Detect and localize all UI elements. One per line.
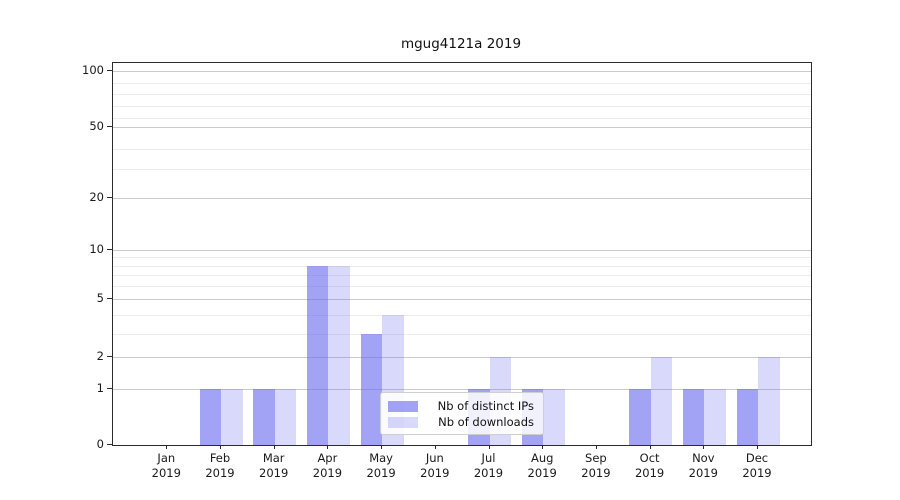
- x-tick-label-Feb: Feb 2019: [205, 451, 235, 480]
- gridline-9: [113, 257, 811, 258]
- x-tick-label-Aug: Aug 2019: [527, 451, 557, 480]
- bar-distinct-ips-May: [360, 334, 383, 445]
- gridline-3: [113, 334, 811, 335]
- x-tick-mark-Jan: [166, 445, 168, 449]
- legend-swatch-downloads: [388, 416, 418, 428]
- bar-distinct-ips-Dec: [736, 389, 758, 445]
- bar-downloads-Feb: [221, 389, 243, 445]
- x-tick-label-Sep: Sep 2019: [581, 451, 611, 480]
- legend: Nb of distinct IPs Nb of downloads: [380, 392, 544, 435]
- gridline-60: [113, 118, 811, 119]
- gridline-1: [113, 389, 811, 390]
- gridline-6: [113, 286, 811, 287]
- bar-distinct-ips-Oct: [629, 389, 651, 445]
- x-tick-label-Mar: Mar 2019: [259, 451, 289, 480]
- legend-label-downloads: Nb of downloads: [438, 415, 534, 429]
- y-tick-label-50: 50: [89, 119, 104, 133]
- x-tick-label-Jan: Jan 2019: [151, 451, 181, 480]
- plot-area: [112, 62, 812, 446]
- legend-swatch-distinct-ips: [388, 400, 418, 412]
- gridline-10: [113, 250, 811, 251]
- x-tick-mark-Feb: [220, 445, 221, 449]
- x-tick-mark-May: [381, 445, 383, 449]
- bar-distinct-ips-Mar: [253, 389, 275, 445]
- y-tick-label-2: 2: [96, 349, 104, 363]
- gridline-7: [113, 275, 811, 276]
- x-tick-mark-Jul: [488, 445, 490, 449]
- y-tick-label-100: 100: [82, 63, 104, 77]
- x-tick-mark-Sep: [595, 445, 597, 449]
- gridline-30: [113, 169, 811, 170]
- legend-row-downloads: Nb of downloads: [388, 415, 534, 429]
- legend-label-distinct-ips: Nb of distinct IPs: [437, 399, 534, 413]
- x-tick-label-Apr: Apr 2019: [312, 451, 343, 480]
- y-tick-mark-100: [107, 70, 112, 71]
- x-tick-label-Dec: Dec 2019: [742, 451, 772, 480]
- legend-row-distinct-ips: Nb of distinct IPs: [388, 399, 534, 413]
- x-tick-mark-Dec: [757, 445, 758, 449]
- gridline-100: [113, 71, 811, 72]
- y-tick-label-20: 20: [89, 190, 104, 204]
- y-tick-mark-0: [107, 443, 112, 445]
- gridline-50: [113, 127, 811, 128]
- bar-downloads-Apr: [328, 265, 350, 445]
- gridline-4: [113, 315, 811, 316]
- gridline-40: [113, 149, 811, 150]
- y-tick-label-5: 5: [96, 291, 104, 305]
- gridline-90: [113, 83, 811, 84]
- gridline-2: [113, 357, 811, 358]
- y-tick-mark-5: [107, 298, 112, 299]
- gridline-8: [113, 265, 811, 267]
- x-tick-mark-Nov: [703, 445, 705, 449]
- y-tick-label-10: 10: [89, 242, 104, 256]
- y-tick-mark-2: [107, 356, 112, 357]
- bar-downloads-Mar: [274, 389, 297, 445]
- y-tick-mark-50: [107, 126, 112, 127]
- x-tick-label-Jul: Jul 2019: [473, 451, 504, 480]
- bar-downloads-Dec: [758, 357, 780, 445]
- gridline-70: [113, 106, 811, 107]
- y-tick-label-1: 1: [96, 381, 104, 395]
- bar-downloads-Nov: [704, 389, 726, 445]
- x-tick-mark-Apr: [327, 445, 329, 449]
- x-tick-label-Oct: Oct 2019: [634, 451, 665, 480]
- gridline-80: [113, 94, 811, 95]
- y-tick-mark-1: [107, 388, 112, 389]
- x-tick-label-Jun: Jun 2019: [420, 451, 450, 480]
- x-tick-label-Nov: Nov 2019: [688, 451, 718, 480]
- bar-downloads-Aug: [543, 389, 565, 445]
- x-tick-mark-Jun: [434, 445, 436, 449]
- bar-distinct-ips-Feb: [199, 389, 221, 445]
- bar-downloads-Oct: [650, 357, 673, 445]
- y-tick-mark-20: [107, 197, 112, 198]
- y-tick-label-0: 0: [96, 436, 104, 451]
- gridline-20: [113, 198, 811, 199]
- gridline-5: [113, 299, 811, 300]
- chart-title: mgug4121a 2019: [400, 36, 522, 52]
- bar-distinct-ips-Nov: [682, 389, 705, 445]
- x-tick-mark-Aug: [542, 445, 544, 449]
- bar-distinct-ips-Apr: [306, 265, 329, 445]
- x-tick-mark-Mar: [273, 445, 275, 449]
- x-tick-mark-Oct: [649, 445, 651, 449]
- y-tick-mark-10: [107, 249, 112, 250]
- x-tick-label-May: May 2019: [366, 451, 396, 480]
